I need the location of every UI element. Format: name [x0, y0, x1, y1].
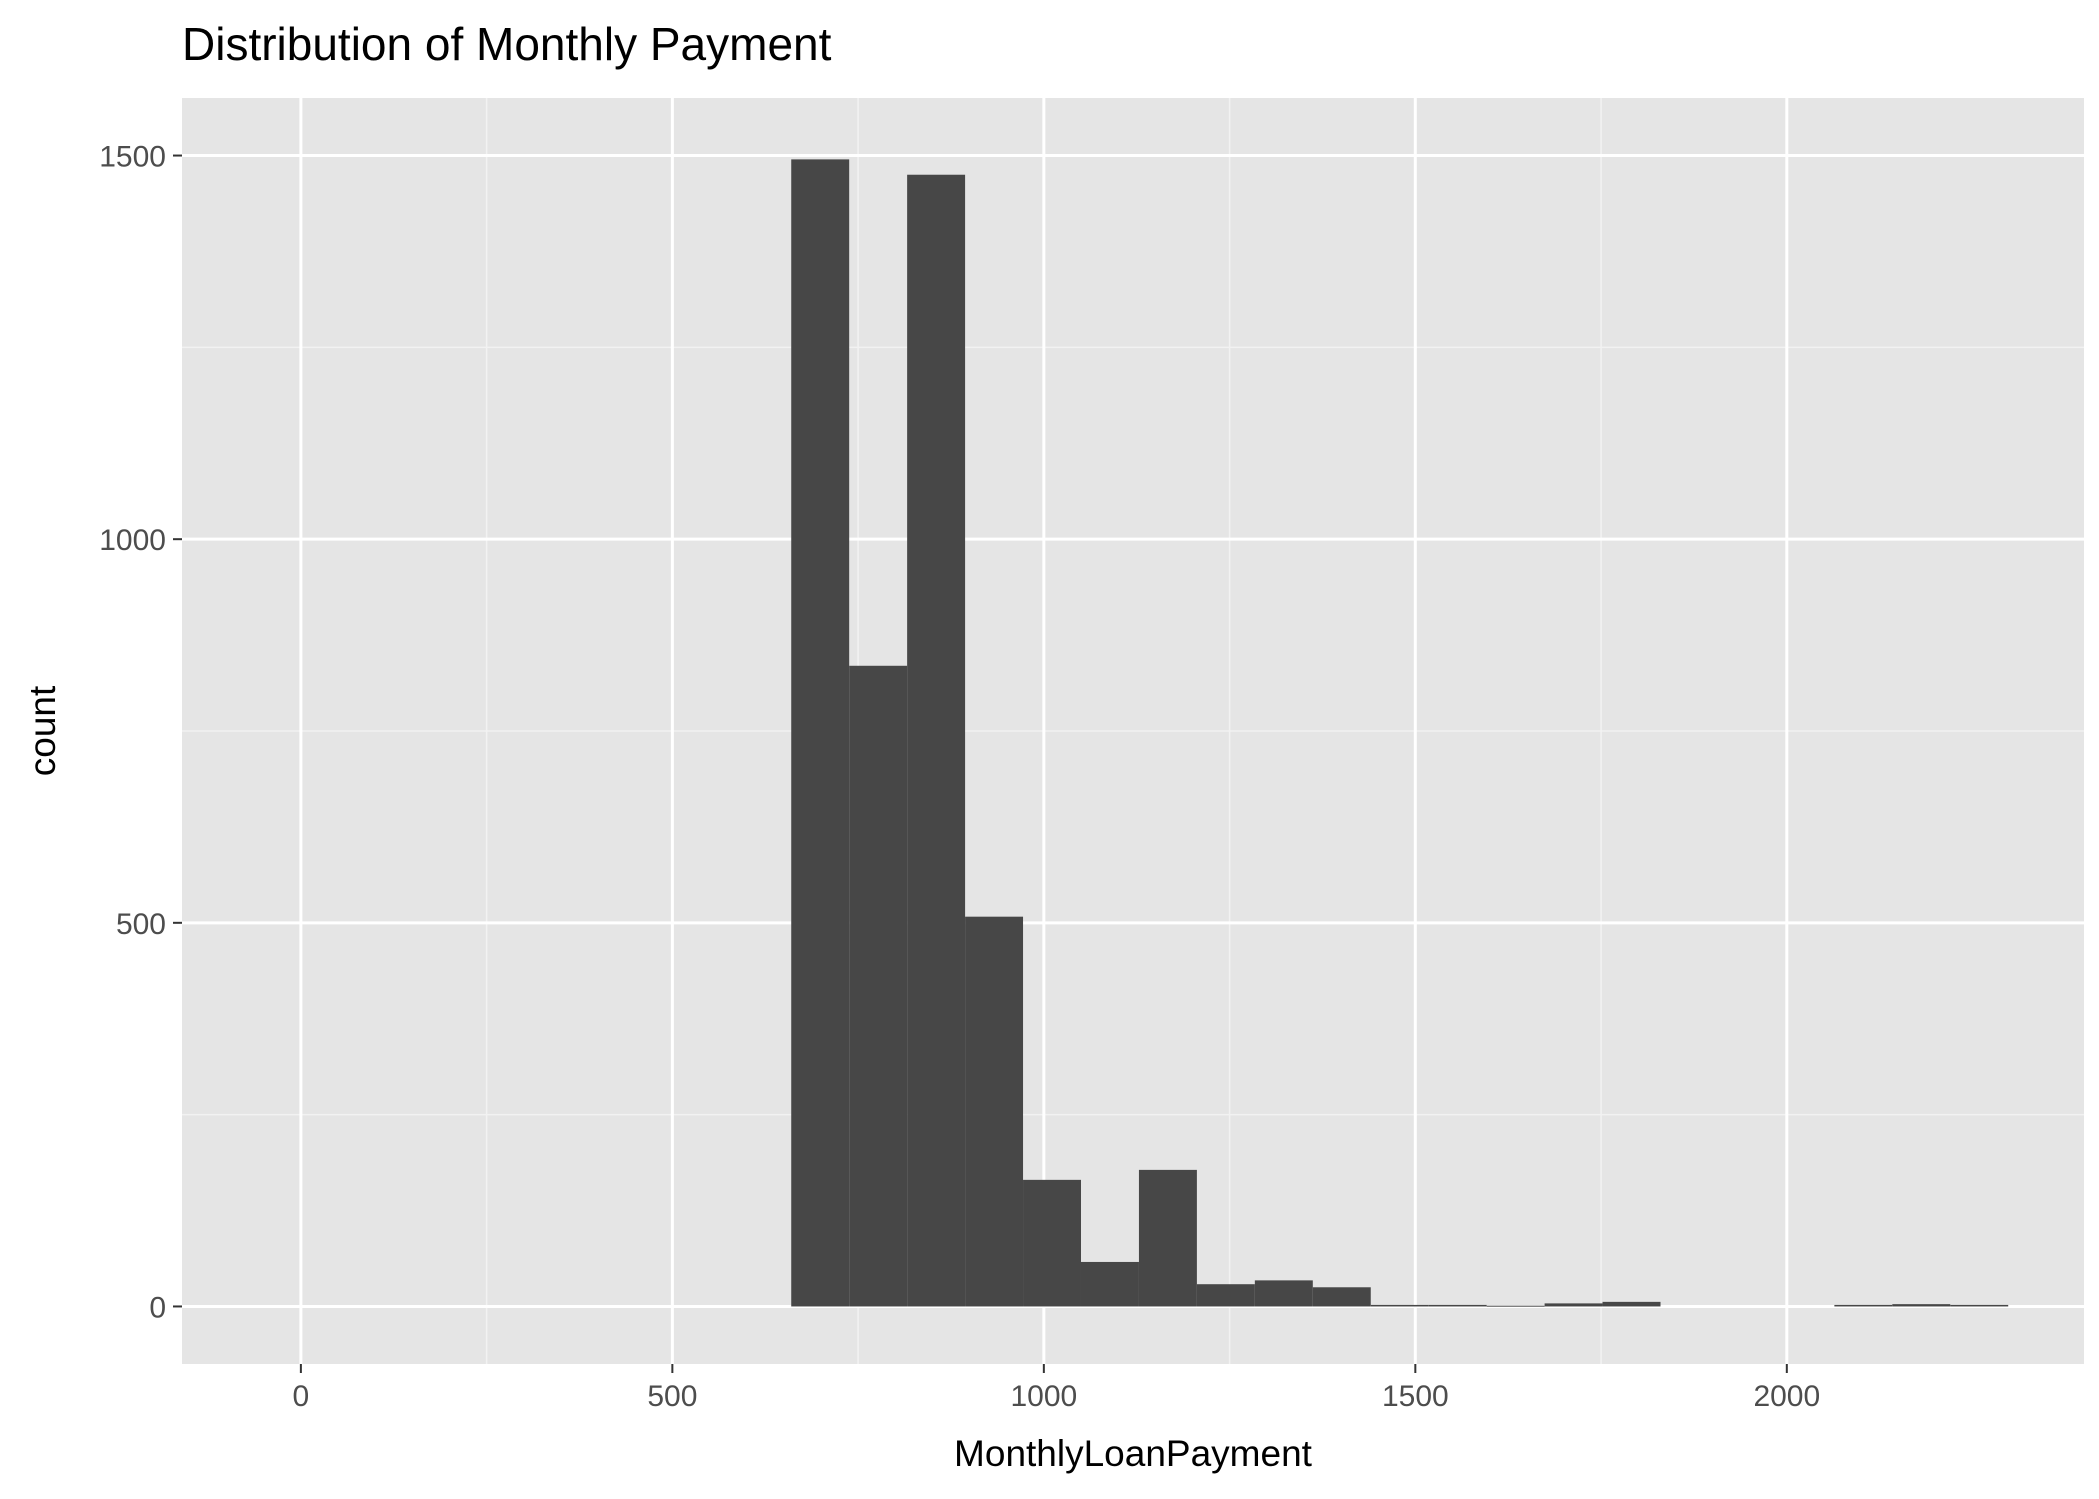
histogram-bar: [1486, 1305, 1545, 1307]
histogram-bar: [907, 174, 966, 1307]
histogram-bar: [1312, 1287, 1371, 1307]
histogram-bar: [1892, 1304, 1951, 1307]
x-tick-label: 1000: [1010, 1380, 1077, 1413]
histogram-bar: [791, 159, 850, 1307]
histogram-bar: [1834, 1304, 1893, 1307]
histogram-bar: [1023, 1179, 1081, 1307]
histogram-bar: [1254, 1280, 1313, 1307]
y-axis-title: count: [22, 685, 63, 776]
histogram-bar: [1370, 1304, 1429, 1307]
histogram-bar: [1428, 1304, 1487, 1307]
histogram-bars: [791, 159, 2009, 1307]
y-tick-label: 500: [116, 908, 166, 941]
histogram-bar: [1138, 1169, 1197, 1307]
x-tick-label: 500: [647, 1380, 697, 1413]
x-axis-title: MonthlyLoanPayment: [954, 1433, 1313, 1474]
x-tick-label: 1500: [1382, 1380, 1449, 1413]
x-axis-ticks: 0 500 1000 1500 2000: [293, 1364, 1820, 1413]
chart-title: Distribution of Monthly Payment: [182, 18, 832, 70]
histogram-bar: [1602, 1301, 1661, 1307]
histogram-bar: [1544, 1303, 1603, 1307]
histogram-bar: [1080, 1261, 1139, 1307]
y-tick-label: 0: [149, 1291, 166, 1324]
y-tick-label: 1500: [99, 141, 166, 174]
histogram-bar: [1950, 1304, 2009, 1307]
y-axis-ticks: 0 500 1000 1500: [99, 141, 182, 1324]
histogram-bar: [1196, 1284, 1255, 1307]
histogram-bar: [849, 665, 908, 1307]
histogram-bar: [965, 916, 1024, 1307]
y-tick-label: 1000: [99, 524, 166, 557]
x-tick-label: 0: [293, 1380, 310, 1413]
x-tick-label: 2000: [1753, 1380, 1820, 1413]
major-gridlines: [182, 98, 2084, 1364]
